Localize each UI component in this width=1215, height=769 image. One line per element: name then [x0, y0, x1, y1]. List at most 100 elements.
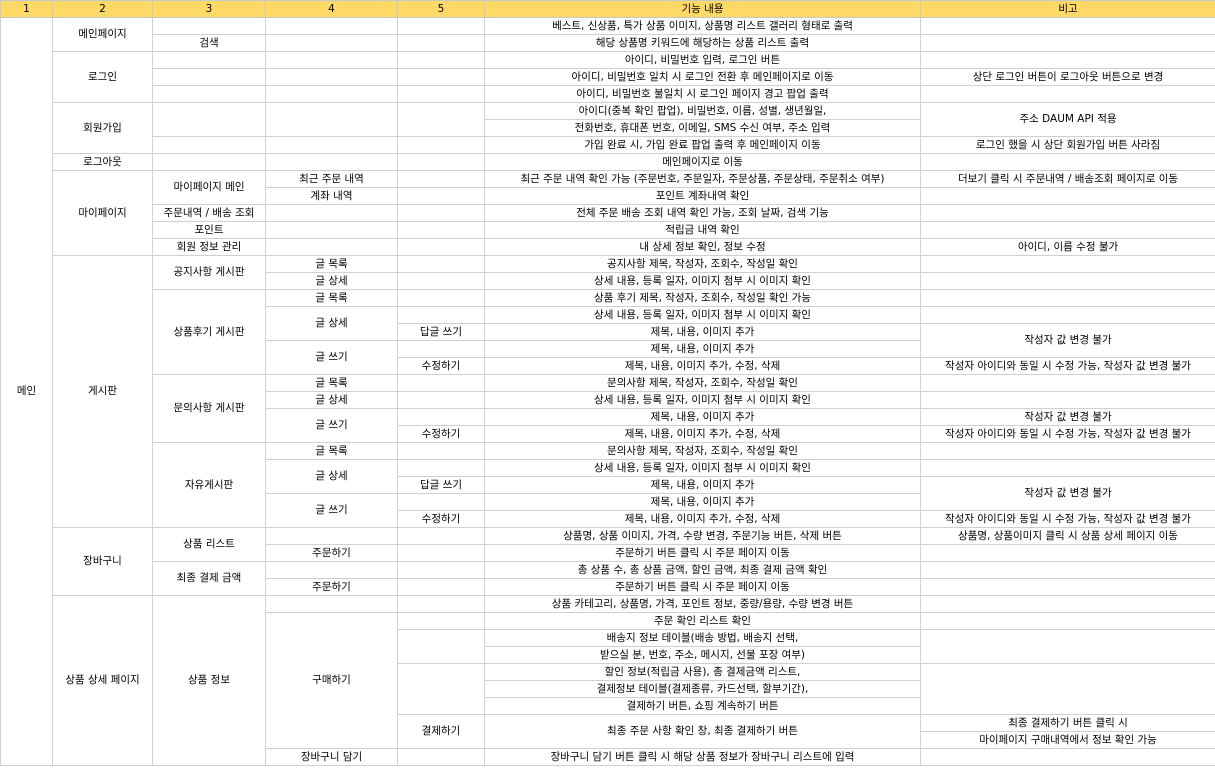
empty-cell: [397, 527, 485, 545]
item-recent-orders: 최근 주문 내역: [265, 170, 398, 188]
table-row: 회원가입 아이디(중복 확인 팝업), 비밀번호, 이름, 성별, 생년월일, …: [1, 102, 1215, 154]
table-row: 주문내역 / 배송 조회 전체 주문 배송 조회 내역 확인 가능, 조회 날짜…: [1, 204, 1215, 222]
empty-cell: [397, 748, 485, 766]
note-cell: [920, 442, 1215, 460]
content-cell: 제목, 내용, 이미지 추가: [484, 340, 921, 358]
table-row: 상품 상세 페이지 상품 정보 상품 카테고리, 상품명, 가격, 포인트 정보…: [1, 595, 1215, 766]
table-row: 주문하기 주문하기 버튼 클릭 시 주문 페이지 이동: [1, 544, 1215, 562]
empty-cell: [265, 102, 398, 137]
sub-inquiry-board: 문의사항 게시판: [152, 374, 266, 443]
note-cell: [920, 374, 1215, 392]
sub-point: 포인트: [152, 221, 266, 239]
content-cell: 메인페이지로 이동: [484, 153, 921, 171]
empty-cell: [397, 561, 485, 579]
note-cell: [920, 544, 1215, 562]
item-post-list: 글 목록: [265, 289, 398, 307]
empty-cell: [397, 17, 485, 35]
empty-cell: [265, 153, 398, 171]
category-signup: 회원가입: [52, 102, 153, 154]
empty-cell: [265, 51, 398, 69]
note-cell: [920, 272, 1215, 290]
item-edit: 수정하기: [397, 425, 485, 443]
content-cell: 내 상세 정보 확인, 정보 수정: [484, 238, 921, 256]
note-cell: [920, 51, 1215, 69]
empty-cell: [265, 527, 398, 545]
content-cell: 제목, 내용, 이미지 추가: [484, 408, 921, 426]
category-cart: 장바구니: [52, 527, 153, 596]
table-row: 로그아웃 메인페이지로 이동: [1, 153, 1215, 171]
item-post-write: 글 쓰기: [265, 493, 398, 528]
table-row: 결제하기 버튼, 쇼핑 계속하기 버튼: [1, 697, 1215, 715]
content-cell: 포인트 계좌내역 확인: [484, 187, 921, 205]
item-edit: 수정하기: [397, 510, 485, 528]
table-row: 수정하기 제목, 내용, 이미지 추가, 수정, 삭제 작성자 아이디와 동일 …: [1, 357, 1215, 375]
table-row: 검색 해당 상품명 키워드에 해당하는 상품 리스트 출력: [1, 34, 1215, 52]
empty-cell: [397, 391, 485, 409]
content-cell: 아이디, 비밀번호 불일치 시 로그인 페이지 경고 팝업 출력: [484, 85, 921, 103]
empty-cell: [397, 68, 485, 86]
empty-cell: [397, 170, 485, 188]
item-purchase: 구매하기: [265, 612, 398, 749]
col-header-4: 4: [265, 0, 398, 18]
empty-cell: [265, 561, 398, 579]
item-edit: 수정하기: [397, 357, 485, 375]
note-cell: [920, 187, 1215, 205]
empty-cell: [152, 68, 266, 86]
content-cell: 아이디(중복 확인 팝업), 비밀번호, 이름, 성별, 생년월일,: [484, 102, 921, 120]
empty-cell: [265, 136, 398, 154]
content-cell: 결제정보 테이블(결제종류, 카드선택, 할부기간),: [484, 680, 921, 698]
content-cell: 상세 내용, 등록 일자, 이미지 첨부 시 이미지 확인: [484, 391, 921, 409]
content-cell: 상세 내용, 등록 일자, 이미지 첨부 시 이미지 확인: [484, 306, 921, 324]
content-cell: 전체 주문 배송 조회 내역 확인 가능, 조회 날짜, 검색 기능: [484, 204, 921, 222]
note-cell: [920, 255, 1215, 273]
sub-review-board: 상품후기 게시판: [152, 289, 266, 375]
empty-cell: [265, 595, 398, 613]
content-cell: 배송지 정보 테이블(배송 방법, 배송지 선택,: [484, 629, 921, 647]
note-cell: [920, 289, 1215, 307]
sub-free-board: 자유게시판: [152, 442, 266, 528]
table-row: 가입 완료 시, 가입 완료 팝업 출력 후 메인페이지 이동 로그인 했을 시…: [1, 136, 1215, 154]
item-pay: 결제하기: [397, 714, 485, 749]
content-cell: 상세 내용, 등록 일자, 이미지 첨부 시 이미지 확인: [484, 272, 921, 290]
note-cell: [920, 595, 1215, 613]
content-cell: 상품명, 상품 이미지, 가격, 수량 변경, 주문기능 버튼, 삭제 버튼: [484, 527, 921, 545]
empty-cell: [397, 595, 485, 613]
empty-cell: [152, 153, 266, 171]
empty-cell: [397, 306, 485, 324]
note-cell: [920, 17, 1215, 35]
table-row: 게시판 공지사항 게시판 글 목록 공지사항 제목, 작성자, 조회수, 작성일…: [1, 255, 1215, 528]
table-row: 상품후기 게시판 글 목록 상품 후기 제목, 작성자, 조회수, 작성일 확인…: [1, 289, 1215, 375]
section-main: 메인: [0, 17, 53, 766]
sub-product-list: 상품 리스트: [152, 527, 266, 562]
content-cell: 받으실 분, 번호, 주소, 메시지, 선물 포장 여부): [484, 646, 921, 664]
table-row: 결제정보 테이블(결제종류, 카드선택, 할부기간),: [1, 680, 1215, 698]
table-row: 답글 쓰기 제목, 내용, 이미지 추가 작성자 값 변경 불가: [1, 323, 1215, 358]
category-product-detail: 상품 상세 페이지: [52, 595, 153, 766]
empty-cell: [397, 493, 485, 511]
item-reply-write: 답글 쓰기: [397, 323, 485, 341]
empty-cell: [397, 544, 485, 562]
note-cell: [920, 391, 1215, 409]
note-cell: 마이페이지 구매내역에서 정보 확인 가능: [920, 731, 1215, 749]
table-row: 최종 결제 금액 총 상품 수, 총 상품 금액, 할인 금액, 최종 결제 금…: [1, 561, 1215, 596]
table-row: 장바구니 담기 장바구니 담기 버튼 클릭 시 해당 상품 정보가 장바구니 리…: [1, 748, 1215, 766]
table-row: 글 상세 상세 내용, 등록 일자, 이미지 첨부 시 이미지 확인: [1, 272, 1215, 290]
content-cell: 최근 주문 내역 확인 가능 (주문번호, 주문일자, 주문상품, 주문상태, …: [484, 170, 921, 188]
note-cell: 작성자 값 변경 불가: [920, 323, 1215, 358]
table-row: 수정하기 제목, 내용, 이미지 추가, 수정, 삭제 작성자 아이디와 동일 …: [1, 510, 1215, 528]
note-cell: [920, 204, 1215, 222]
content-cell: 아이디, 비밀번호 일치 시 로그인 전환 후 메인페이지로 이동: [484, 68, 921, 86]
empty-cell: [397, 408, 485, 426]
content-cell: 장바구니 담기 버튼 클릭 시 해당 상품 정보가 장바구니 리스트에 입력: [484, 748, 921, 766]
empty-cell: [265, 85, 398, 103]
note-cell: 작성자 값 변경 불가: [920, 476, 1215, 511]
content-cell: 제목, 내용, 이미지 추가, 수정, 삭제: [484, 510, 921, 528]
empty-cell: [265, 204, 398, 222]
item-post-write: 글 쓰기: [265, 340, 398, 375]
note-cell: 작성자 아이디와 동일 시 수정 가능, 작성자 값 변경 불가: [920, 510, 1215, 528]
sub-notice-board: 공지사항 게시판: [152, 255, 266, 290]
table-row: 아이디, 비밀번호 불일치 시 로그인 페이지 경고 팝업 출력: [1, 85, 1215, 103]
col-header-note: 비고: [920, 0, 1215, 18]
empty-cell: [397, 374, 485, 392]
category-mainpage: 메인페이지: [52, 17, 153, 52]
